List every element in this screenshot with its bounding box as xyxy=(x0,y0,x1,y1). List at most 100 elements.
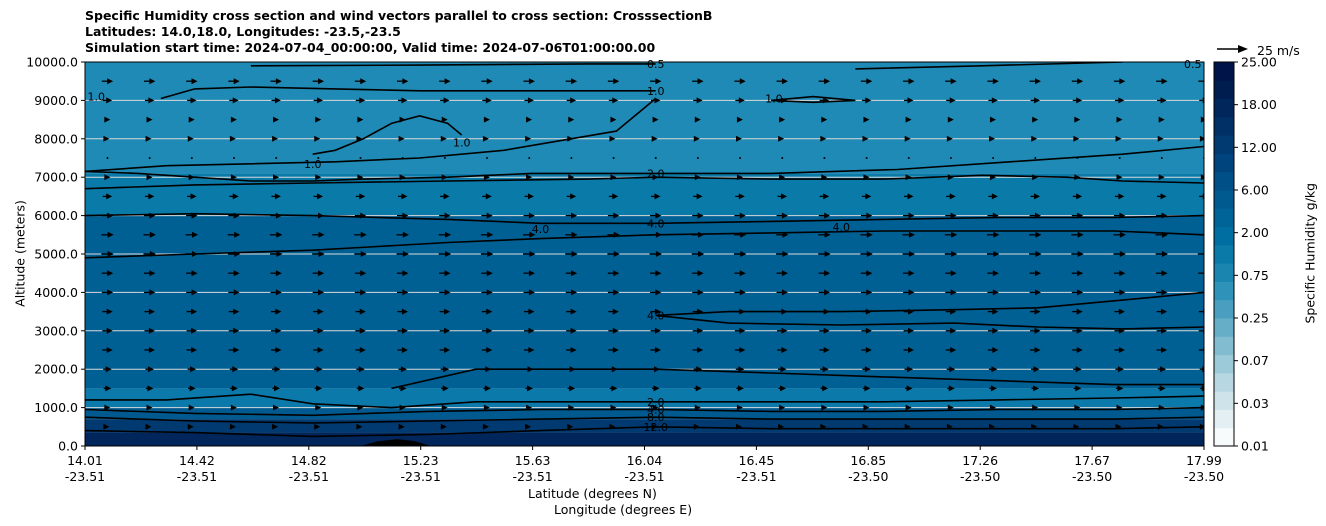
wind-vector-head xyxy=(1204,251,1210,257)
colorbar-segment xyxy=(1214,372,1234,392)
wind-vector-head xyxy=(147,366,154,373)
wind-vector-head xyxy=(1203,289,1204,296)
wind-vector-head xyxy=(652,174,659,181)
wind-vector xyxy=(865,157,868,159)
contour-label: 8.0 xyxy=(647,411,665,424)
wind-vector-head xyxy=(1077,78,1084,85)
humidity-band xyxy=(85,407,1204,420)
contour-line-0.5 xyxy=(855,62,1123,70)
wind-vector-head xyxy=(907,193,914,200)
colorbar: 0.01 0.03 0.07 0.25 0.75 2.00 6.00 12.00 18.00 25… xyxy=(1213,55,1277,454)
wind-vector-head xyxy=(781,212,788,219)
wind-vector-head xyxy=(1161,270,1168,277)
x-tick-label-lon: -23.51 xyxy=(512,469,552,484)
wind-vector-head xyxy=(444,78,451,85)
wind-vector-head xyxy=(609,423,616,430)
contour-line-4.0 xyxy=(655,314,1204,330)
colorbar-segment xyxy=(1214,135,1234,154)
wind-vector-head xyxy=(1119,270,1126,277)
wind-vector-head xyxy=(778,135,785,142)
wind-vector-head xyxy=(697,78,704,85)
wind-vector-head xyxy=(991,193,998,200)
wind-vector-head xyxy=(908,289,915,296)
wind-vector-head xyxy=(653,385,660,392)
wind-vector-head xyxy=(992,289,999,296)
wind-vector-head xyxy=(1034,347,1041,353)
wind-vector-head xyxy=(192,231,199,238)
wind-vector-head xyxy=(103,135,110,142)
chart-title-line-3: Simulation start time: 2024-07-04_00:00:… xyxy=(85,40,656,55)
wind-vector-head xyxy=(1116,116,1123,123)
wind-vector-head xyxy=(950,78,957,85)
x-tick-label-lat: 17.26 xyxy=(962,453,998,468)
wind-vector-head xyxy=(989,116,996,123)
wind-vector-head xyxy=(570,347,577,353)
wind-vector-head xyxy=(445,231,452,238)
contour-label: 1.0 xyxy=(453,137,471,150)
wind-vector-head xyxy=(275,212,282,219)
wind-vector-head xyxy=(907,366,914,373)
wind-vector-head xyxy=(106,308,113,315)
wind-vector-head xyxy=(991,97,998,104)
wind-vector xyxy=(106,157,109,159)
wind-vector-head xyxy=(570,97,577,104)
wind-vector xyxy=(1160,157,1163,159)
wind-vector-head xyxy=(314,423,321,430)
contour-line-1.0 xyxy=(770,95,856,104)
wind-vector-head xyxy=(612,193,619,200)
wind-vector-head xyxy=(190,193,197,200)
wind-vector-head xyxy=(949,366,956,373)
wind-vector xyxy=(1076,157,1079,159)
colorbar-segment xyxy=(1214,354,1234,374)
wind-vector-head xyxy=(399,404,406,411)
wind-vector-head xyxy=(739,327,746,334)
wind-vector xyxy=(528,157,531,159)
wind-vector-head xyxy=(571,212,578,219)
colorbar-segment xyxy=(1214,299,1234,319)
wind-vector-head xyxy=(865,347,872,353)
contour-label: 1.0 xyxy=(304,158,322,171)
wind-vector-head xyxy=(654,308,661,315)
wind-vector-head xyxy=(1075,385,1082,392)
wind-vector-head xyxy=(989,174,996,181)
colorbar-segment xyxy=(1214,244,1234,264)
wind-vector-head xyxy=(571,78,578,85)
wind-vector-head xyxy=(401,308,408,315)
y-tick-label: 5000.0 xyxy=(34,247,78,262)
wind-vector-head xyxy=(947,116,954,123)
wind-vector-head xyxy=(992,78,999,85)
wind-vector xyxy=(233,157,236,159)
wind-vector-head xyxy=(189,385,196,392)
colorbar-segment xyxy=(1214,208,1234,228)
wind-vector-head xyxy=(1035,289,1042,296)
wind-vector-head xyxy=(866,289,873,296)
humidity-band xyxy=(85,215,1204,389)
wind-vector-head xyxy=(483,174,490,181)
wind-vector-head xyxy=(316,366,323,373)
wind-vector-head xyxy=(1118,97,1125,104)
wind-vector xyxy=(359,157,362,159)
contour-line-1.0 xyxy=(312,114,463,155)
wind-vector-head xyxy=(482,423,489,430)
colorbar-segment xyxy=(1214,190,1234,209)
wind-vector-head xyxy=(950,212,957,219)
wind-vector-head xyxy=(484,385,491,392)
wind-vector-head xyxy=(275,289,282,296)
wind-vector-head xyxy=(402,78,409,85)
wind-vector-head xyxy=(149,251,156,257)
wind-vector xyxy=(992,157,995,159)
wind-vector-head xyxy=(947,404,954,411)
contour-label: 1.0 xyxy=(765,92,783,105)
wind-vector-head xyxy=(1158,174,1165,181)
y-tick-label: 8000.0 xyxy=(34,131,78,146)
wind-vector-head xyxy=(232,193,239,200)
wind-vector-head xyxy=(359,347,366,353)
wind-vector-head xyxy=(188,116,195,123)
wind-vector-head xyxy=(610,116,617,123)
wind-vector-head xyxy=(146,174,153,181)
wind-vector-head xyxy=(145,135,152,142)
wind-vector-head xyxy=(229,423,236,430)
wind-vector-head xyxy=(947,174,954,181)
wind-vector-head xyxy=(486,289,493,296)
wind-vector-head xyxy=(1076,327,1083,334)
